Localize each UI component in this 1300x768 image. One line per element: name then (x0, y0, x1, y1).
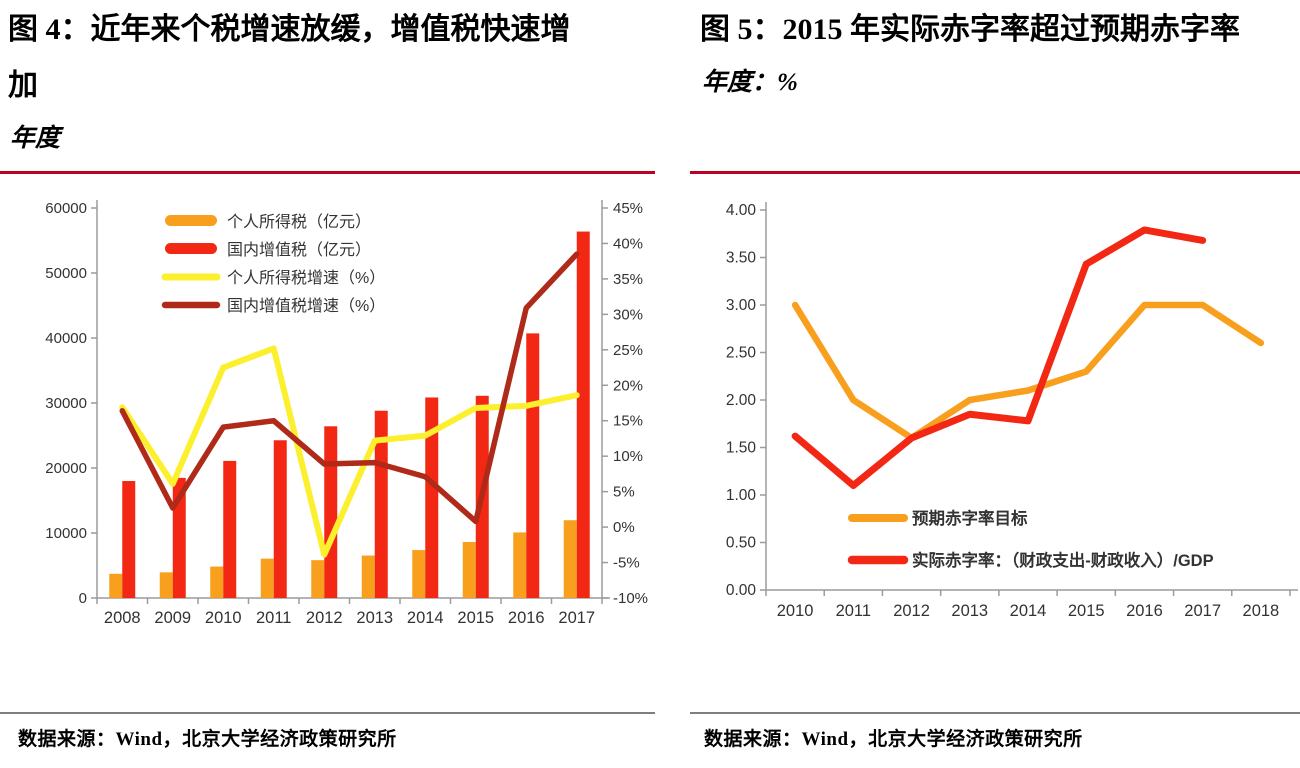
bar (223, 460, 237, 598)
bar (273, 440, 287, 598)
figure-4-title-rule (0, 171, 655, 174)
bar (122, 481, 136, 598)
deficit-line-chart-svg: 0.00 0.50 1.00 1.50 2.00 2.50 3.00 3.50 4.00 2010… (726, 202, 1298, 620)
left-axis-label: 40000 (45, 330, 87, 347)
left-axis-label: 60000 (45, 200, 87, 217)
bar (513, 532, 527, 598)
figure-4-source: 数据来源：Wind，北京大学经济政策研究所 (18, 729, 397, 750)
right-axis-label: -10% (613, 590, 648, 607)
y-axis-label: 0.50 (726, 535, 757, 552)
x-axis-label: 2011 (256, 609, 291, 627)
x-axis-label: 2008 (104, 609, 141, 627)
bar (210, 566, 224, 598)
axes (760, 202, 1298, 596)
bar (425, 397, 439, 598)
figure-4-title: 图 4：近年来个税增速放缓，增值税快速增加 (8, 13, 571, 102)
bar (526, 333, 540, 598)
right-axis-label: 15% (613, 413, 643, 430)
x-axis-label: 2009 (154, 609, 191, 627)
x-axis-label: 2011 (836, 602, 871, 620)
right-axis-label: 5% (613, 484, 635, 501)
left-axis-label: 0 (79, 590, 87, 607)
legend-swatch (165, 243, 217, 254)
figure-5-source-rule (690, 712, 1300, 714)
y-axis-label: 1.50 (726, 440, 757, 457)
y-axis-label: 2.00 (726, 392, 757, 409)
x-axis-label: 2012 (306, 609, 343, 627)
right-axis-label: 20% (613, 377, 643, 394)
bar (374, 410, 388, 598)
tax-combo-chart-svg: 0 10000 20000 30000 40000 50000 60000 -10% -5% 0%… (45, 200, 648, 627)
figure-5-chart: 0.00 0.50 1.00 1.50 2.00 2.50 3.00 3.50 4.00 2010… (690, 183, 1300, 648)
bar (159, 572, 173, 598)
x-axis-label: 2014 (1010, 602, 1047, 620)
x-axis-label: 2012 (893, 602, 930, 620)
x-axis-label: 2017 (1184, 602, 1221, 620)
bar-series-0 (109, 520, 577, 598)
figure-5-title-rule (690, 171, 1300, 174)
legend-label: 国内增值税（亿元） (227, 241, 371, 259)
left-axis-label: 10000 (45, 525, 87, 542)
legend-label: 个人所得税增速（%） (227, 269, 385, 287)
right-axis-label: 0% (613, 519, 635, 536)
legend-swatch (165, 215, 217, 226)
y-axis-label: 3.00 (726, 297, 757, 314)
x-axis-label: 2016 (508, 609, 545, 627)
x-axis-label: 2010 (777, 602, 814, 620)
bar (563, 520, 577, 598)
figure-5-subtitle: 年度：% (702, 69, 798, 96)
line-series-0 (791, 301, 1265, 442)
right-axis-label: 40% (613, 235, 643, 252)
bar (576, 231, 590, 598)
figure-5-source: 数据来源：Wind，北京大学经济政策研究所 (704, 729, 1083, 750)
right-axis-label: 30% (613, 306, 643, 323)
right-axis-label: 45% (613, 200, 643, 217)
left-axis-label: 20000 (45, 460, 87, 477)
y-axis-label: 1.00 (726, 487, 757, 504)
x-axis-label: 2015 (1068, 602, 1105, 620)
legend-label: 国内增值税增速（%） (227, 297, 385, 315)
x-axis-label: 2016 (1126, 602, 1163, 620)
figure-4-subtitle: 年度 (10, 125, 61, 152)
left-axis-label: 30000 (45, 395, 87, 412)
bar (260, 558, 274, 598)
bar (412, 550, 426, 598)
line-series-1 (791, 226, 1207, 489)
figure-4-source-rule (0, 712, 655, 714)
right-axis-label: 10% (613, 448, 643, 465)
x-axis-label: 2014 (407, 609, 444, 627)
right-axis-label: 35% (613, 271, 643, 288)
y-axis-label: 4.00 (726, 202, 757, 219)
bar (311, 560, 325, 598)
x-axis-label: 2010 (205, 609, 242, 627)
bar (361, 555, 375, 598)
y-axis-label: 0.00 (726, 582, 757, 599)
right-axis-label: -5% (613, 555, 640, 572)
figure-5-title: 图 5：2015 年实际赤字率超过预期赤字率 (700, 13, 1240, 46)
x-axis-label: 2018 (1243, 602, 1280, 620)
figure-4-chart: 0 10000 20000 30000 40000 50000 60000 -10% -5% 0%… (0, 183, 655, 648)
x-axis-label: 2017 (558, 609, 595, 627)
y-axis-label: 2.50 (726, 345, 757, 362)
bar (109, 573, 123, 598)
bar (324, 426, 338, 598)
right-axis-label: 25% (613, 342, 643, 359)
line-series-1 (119, 251, 580, 525)
figure-4-panel: 图 4：近年来个税增速放缓，增值税快速增加 年度 0 10000 20000 3000… (0, 13, 655, 750)
y-axis-label: 3.50 (726, 250, 757, 267)
x-axis-label: 2015 (457, 609, 494, 627)
x-axis-label: 2013 (951, 602, 988, 620)
left-axis-label: 50000 (45, 265, 87, 282)
legend-label: 实际赤字率：（财政支出-财政收入）/GDP (912, 550, 1214, 570)
x-axis-label: 2013 (356, 609, 393, 627)
figure-5-panel: 图 5：2015 年实际赤字率超过预期赤字率 年度：% 0.00 0.50 1.00… (690, 0, 1300, 768)
legend-label: 个人所得税（亿元） (227, 213, 371, 231)
legend: 个人所得税（亿元） 国内增值税（亿元） 个人所得税增速（%） 国内增值税增速（%） (161, 213, 385, 315)
bar-series-1 (122, 231, 590, 598)
bar (462, 541, 476, 598)
legend-label: 预期赤字率目标 (912, 508, 1028, 528)
